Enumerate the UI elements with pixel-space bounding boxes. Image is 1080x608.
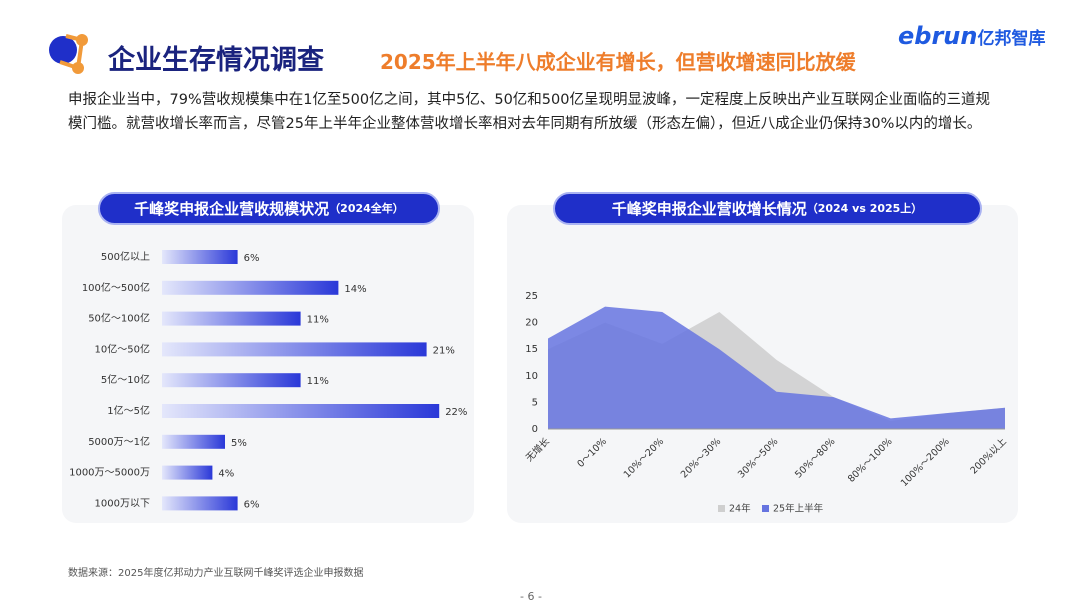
- value-label: 14%: [344, 284, 366, 295]
- y-tick-label: 5亿～10亿: [101, 373, 150, 386]
- chart-title: 千峰奖申报企业营收增长情况（2024 vs 2025上）: [612, 200, 923, 218]
- area: [548, 306, 1005, 429]
- body-text: 申报企业当中，79%营收规模集中在1亿至500亿之间，其中5亿、50亿和500亿…: [68, 92, 990, 132]
- chart-title-main: 千峰奖申报企业营收规模状况: [134, 200, 329, 218]
- bar: [162, 373, 301, 388]
- y-tick-label: 15: [525, 344, 538, 355]
- bar: [162, 250, 238, 264]
- value-label: 11%: [307, 376, 329, 387]
- chart-title-pill: [98, 192, 440, 225]
- chart-subtitle: （2024 vs 2025上）: [807, 201, 923, 215]
- bar: [162, 280, 339, 295]
- y-tick-label: 500亿以上: [101, 250, 150, 263]
- y-tick-label: 50亿～100亿: [88, 312, 150, 325]
- logo-brand: ebrun: [898, 22, 978, 50]
- value-label: 6%: [244, 253, 260, 264]
- y-tick-label: 5000万～1亿: [88, 435, 150, 448]
- value-label: 11%: [307, 315, 329, 326]
- source: 数据来源：2025年度亿邦动力产业互联网千峰奖评选企业申报数据: [68, 568, 364, 579]
- y-tick-label: 1000万以下: [95, 498, 150, 509]
- y-tick-label: 10亿～50亿: [95, 342, 150, 355]
- bar: [162, 465, 213, 480]
- value-label: 6%: [244, 499, 260, 510]
- value-label: 21%: [433, 345, 455, 356]
- value-label: 22%: [445, 407, 467, 418]
- legend-swatch: [762, 505, 769, 512]
- chart-subtitle: （2024全年）: [329, 201, 404, 215]
- logo-icon: [49, 34, 88, 74]
- y-tick-label: 20: [525, 318, 538, 329]
- y-tick-label: 1000万～5000万: [69, 468, 150, 479]
- title: 企业生存情况调查: [108, 45, 324, 76]
- value-label: 5%: [231, 438, 247, 449]
- y-tick-label: 0: [532, 424, 538, 435]
- bar: [162, 311, 301, 326]
- logo: ebrun亿邦智库: [898, 22, 1045, 50]
- bar: [162, 342, 427, 357]
- y-tick-label: 25: [525, 291, 538, 302]
- legend-label: 24年: [729, 503, 751, 515]
- y-tick-label: 1亿～5亿: [107, 404, 150, 417]
- subtitle: 2025年上半年八成企业有增长，但营收增速同比放缓: [380, 50, 856, 74]
- legend-label: 25年上半年: [773, 503, 824, 515]
- bar: [162, 496, 238, 511]
- legend-swatch: [718, 505, 725, 512]
- bar: [162, 434, 225, 449]
- value-label: 4%: [218, 469, 234, 480]
- y-tick-label: 5: [532, 397, 538, 408]
- y-tick-label: 10: [525, 371, 538, 382]
- page-number: - 6 -: [520, 590, 542, 603]
- bar: [162, 404, 440, 418]
- chart-title: 千峰奖申报企业营收规模状况（2024全年）: [134, 200, 404, 218]
- logo-name: 亿邦智库: [977, 29, 1046, 49]
- y-tick-label: 100亿～500亿: [82, 281, 150, 294]
- chart-title-pill: [553, 192, 982, 225]
- chart-title-main: 千峰奖申报企业营收增长情况: [612, 200, 807, 218]
